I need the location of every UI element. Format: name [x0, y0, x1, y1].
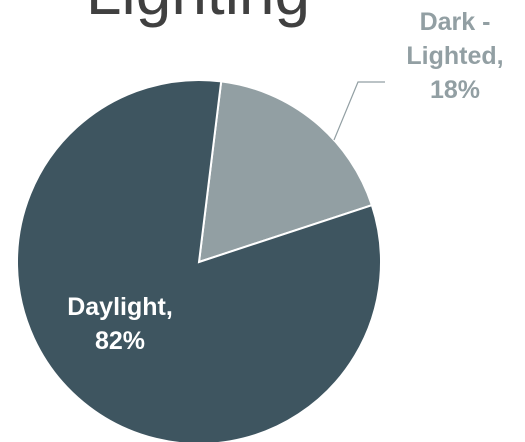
- leader-line-0: [333, 81, 385, 141]
- slice-label-1: Daylight, 82%: [67, 293, 173, 355]
- pie-slice-0: [197, 80, 374, 264]
- slice-label-0: Dark - Lighted, 18%: [406, 8, 503, 104]
- slice-label-line: 82%: [95, 327, 145, 355]
- pie-slice-1: [16, 79, 382, 442]
- slice-label-line: Lighted,: [406, 42, 503, 70]
- chart-title: Lighting: [86, 0, 310, 28]
- slice-label-line: Daylight,: [67, 293, 173, 321]
- slice-label-line: Dark -: [420, 8, 491, 36]
- slice-label-line: 18%: [430, 76, 480, 104]
